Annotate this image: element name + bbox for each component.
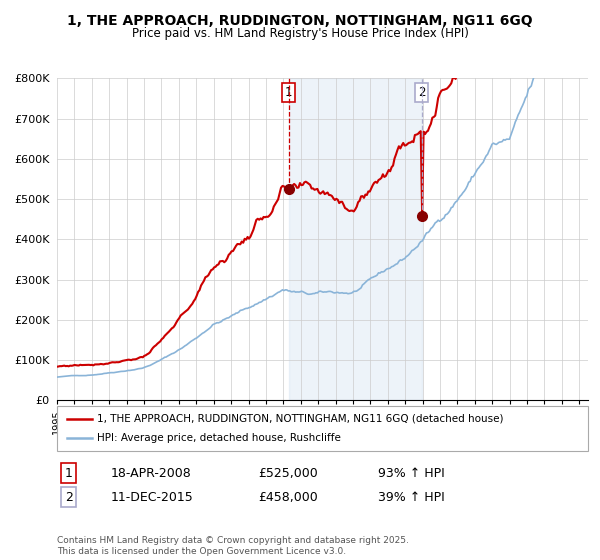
Text: 1: 1 bbox=[285, 86, 292, 100]
Text: £525,000: £525,000 bbox=[258, 466, 318, 480]
Text: £458,000: £458,000 bbox=[258, 491, 318, 504]
Text: 2: 2 bbox=[65, 491, 73, 504]
Text: 1, THE APPROACH, RUDDINGTON, NOTTINGHAM, NG11 6GQ: 1, THE APPROACH, RUDDINGTON, NOTTINGHAM,… bbox=[67, 14, 533, 28]
Text: Price paid vs. HM Land Registry's House Price Index (HPI): Price paid vs. HM Land Registry's House … bbox=[131, 27, 469, 40]
Text: Contains HM Land Registry data © Crown copyright and database right 2025.
This d: Contains HM Land Registry data © Crown c… bbox=[57, 536, 409, 556]
Text: 1: 1 bbox=[65, 466, 73, 480]
Text: HPI: Average price, detached house, Rushcliffe: HPI: Average price, detached house, Rush… bbox=[97, 433, 341, 444]
Text: 1, THE APPROACH, RUDDINGTON, NOTTINGHAM, NG11 6GQ (detached house): 1, THE APPROACH, RUDDINGTON, NOTTINGHAM,… bbox=[97, 413, 503, 423]
Text: 39% ↑ HPI: 39% ↑ HPI bbox=[378, 491, 445, 504]
Text: 93% ↑ HPI: 93% ↑ HPI bbox=[378, 466, 445, 480]
Text: 18-APR-2008: 18-APR-2008 bbox=[111, 466, 192, 480]
FancyBboxPatch shape bbox=[57, 406, 588, 451]
Bar bbox=[289, 78, 422, 400]
Text: 2: 2 bbox=[418, 86, 425, 100]
Text: 11-DEC-2015: 11-DEC-2015 bbox=[111, 491, 194, 504]
